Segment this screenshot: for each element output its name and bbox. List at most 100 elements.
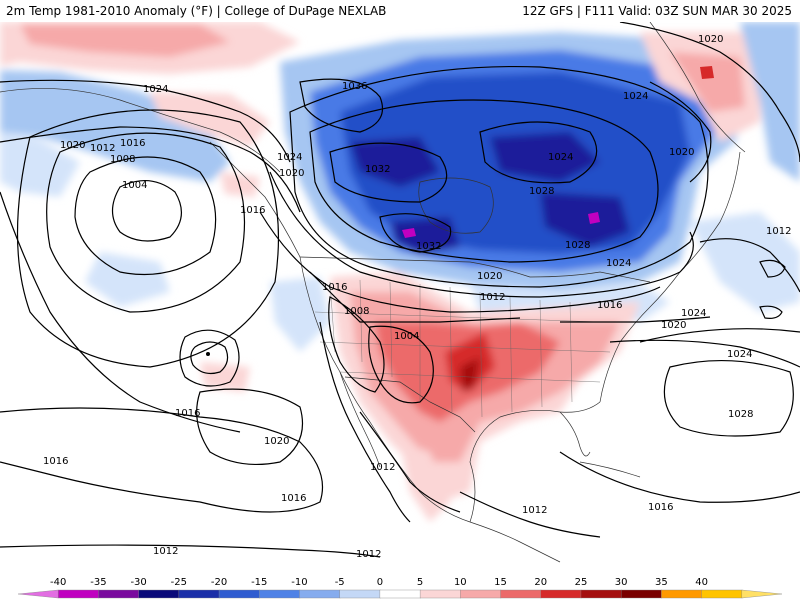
- colorbar-bin: [138, 589, 180, 599]
- colorbar-bin: [58, 589, 100, 599]
- isobar-1028-atlantic-high: [663, 359, 794, 437]
- colorbar-bin: [741, 589, 783, 599]
- isobar-label: 1032: [416, 241, 441, 252]
- isobar-1024-canada: [289, 65, 709, 288]
- cold-extreme-patch-1: [402, 228, 416, 238]
- colorbar-tick-label: 10: [454, 577, 467, 588]
- warm-anomaly-gulf-alaska: [150, 92, 270, 147]
- isobar-label: 1024: [727, 349, 752, 360]
- isobar-pacific-low-small: [190, 341, 229, 375]
- colorbar-bin: [701, 589, 743, 599]
- colorbar-tick-label: -5: [335, 577, 345, 588]
- isobar-label: 1020: [477, 271, 502, 282]
- isobar-1008-low: [328, 296, 385, 393]
- cold-anomaly-east-pacific: [85, 252, 170, 307]
- isobar-1036-high: [299, 78, 384, 133]
- isobar-label: 1020: [264, 436, 289, 447]
- isobar-1024-north: [0, 79, 291, 163]
- warm-anomaly-greenland-core: [670, 52, 745, 112]
- central-america: [469, 521, 561, 563]
- isobar-label: 1024: [277, 152, 302, 163]
- isobar-label: 1020: [698, 34, 723, 45]
- warm-anomaly-texas: [460, 357, 480, 392]
- isobar-pacific-low-small-2: [179, 329, 240, 387]
- isobar-label: 1012: [480, 292, 505, 303]
- isobar-label: 1016: [322, 282, 347, 293]
- cold-anomaly-canada-deep-west: [350, 137, 440, 187]
- isobar-label: 1028: [565, 240, 590, 251]
- coastline-bc: [209, 141, 301, 258]
- anomaly-shading: [0, 22, 800, 522]
- colorbar-svg: -40 -35 -30 -25 -20 -15 -10 -5 0 5 10 15 20 25 30 35 40: [17, 577, 783, 599]
- coastline-florida: [559, 411, 591, 457]
- political-boundaries: [0, 22, 746, 563]
- isobar-1016-atlantic: [559, 451, 800, 503]
- colorbar-tick-label: 35: [655, 577, 668, 588]
- isobar-ne-small-low: [759, 259, 786, 278]
- isobar-label: 1024: [681, 308, 706, 319]
- colorbar-bin: [500, 589, 542, 599]
- colorbar-tick-label: 0: [377, 577, 383, 588]
- isobar-label: 1016: [240, 205, 265, 216]
- isobar-label: 1012: [522, 505, 547, 516]
- hudson-bay: [418, 177, 494, 234]
- isobar-label: 1032: [365, 164, 390, 175]
- isobar-1020-canada: [269, 171, 694, 298]
- cold-anomaly-north-atlantic: [740, 22, 800, 182]
- anomaly-map: 1036 1024 1024 1020 1012 1016 1008 1004 …: [0, 22, 800, 570]
- isobar-1004-low: [368, 325, 434, 404]
- coastline-alaska: [0, 88, 281, 173]
- colorbar-tick-label: -25: [171, 577, 187, 588]
- isobar-label: 1016: [120, 138, 145, 149]
- isobar-label: 1024: [548, 152, 573, 163]
- isobar-label: 1020: [669, 147, 694, 158]
- isobar-label: 1016: [597, 300, 622, 311]
- isobar-1024-atlantic: [609, 339, 800, 368]
- colorbar-tick-label: -40: [50, 577, 66, 588]
- colorbar-bin: [580, 589, 622, 599]
- cold-anomaly-alaska: [0, 70, 230, 182]
- isobar-label: 1016: [648, 502, 673, 513]
- cold-anomaly-west-coast: [270, 277, 330, 352]
- valid-time: 12Z GFS | F111 Valid: 03Z SUN MAR 30 202…: [522, 4, 792, 18]
- isobar-label: 1028: [728, 409, 753, 420]
- isobar-aleutian-low-1016: [16, 109, 280, 368]
- colorbar-bin: [98, 589, 140, 599]
- colorbar-bin: [540, 589, 582, 599]
- isobar-label: 1012: [90, 143, 115, 154]
- us-canada-border: [299, 256, 651, 283]
- colorbar-tick-label: 5: [417, 577, 423, 588]
- colorbar-tick-label: -10: [291, 577, 307, 588]
- isobar-label: 1016: [43, 456, 68, 467]
- isobar-label-layer: 1036 1024 1024 1020 1012 1016 1008 1004 …: [43, 34, 791, 560]
- isobar-1032-west: [329, 142, 448, 203]
- colorbar-tick-label: 30: [615, 577, 628, 588]
- isobar-1016-pacific-far: [0, 191, 241, 433]
- colorbar-bin: [460, 589, 502, 599]
- isobar-label: 1016: [281, 493, 306, 504]
- isobar-1020-greenland: [619, 22, 800, 163]
- cold-anomaly-canada-deep-east: [490, 132, 600, 182]
- isobar-label: 1008: [110, 154, 135, 165]
- isobar-1020-east: [559, 316, 711, 323]
- colorbar-bin: [259, 589, 301, 599]
- cuba: [579, 461, 641, 478]
- color-legend: -40 -35 -30 -25 -20 -15 -10 -5 0 5 10 15 20 25 30 35 40: [0, 570, 800, 600]
- isobar-aleutian-low-1004: [111, 180, 182, 242]
- colorbar-tick-label: -20: [211, 577, 227, 588]
- product-title: 2m Temp 1981-2010 Anomaly (°F) | College…: [6, 4, 387, 18]
- colorbar-bin: [339, 589, 381, 599]
- cold-extreme-patch-2: [588, 212, 600, 224]
- coastline-baja: [339, 371, 381, 468]
- isobar-pacific-1016-south: [0, 407, 324, 513]
- colorbar-bin: [178, 589, 220, 599]
- warm-anomaly-north-pacific-core: [20, 24, 230, 57]
- cold-anomaly-ontario: [540, 192, 630, 247]
- isobar-1012-sw: [319, 321, 411, 523]
- isobar-1012-ne: [699, 238, 800, 293]
- colorbar-bin: [620, 589, 663, 599]
- isobar-label: 1036: [342, 81, 367, 92]
- isobar-label: 1024: [623, 91, 648, 102]
- isobar-1032-east: [479, 121, 598, 184]
- low-center-pacific: [206, 352, 210, 356]
